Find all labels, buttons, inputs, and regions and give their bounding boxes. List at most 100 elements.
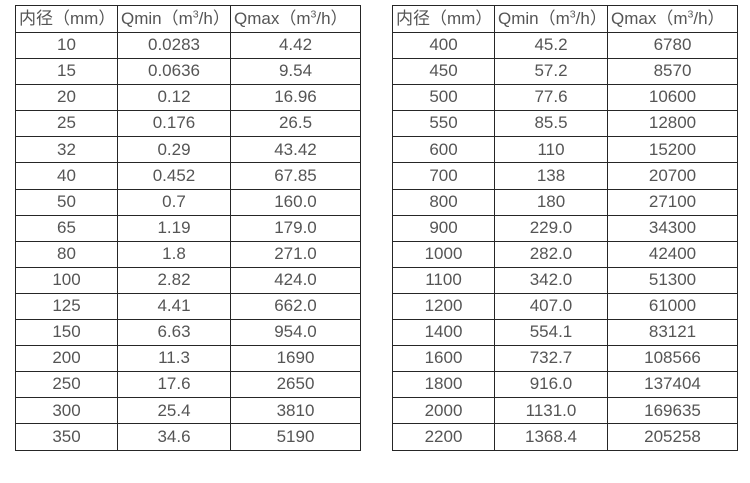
cell-qmin: 45.2 <box>494 31 608 60</box>
cell-inner-diameter: 700 <box>392 162 495 190</box>
cell-inner-diameter: 600 <box>392 136 495 164</box>
cell-qmin: 229.0 <box>494 214 608 242</box>
cell-inner-diameter: 32 <box>15 136 118 164</box>
cell-qmin: 4.41 <box>117 292 231 321</box>
table-header-row: 内径（mm） Qmin（m3/h） Qmax（m3/h） <box>15 5 361 33</box>
table-row: 700 138 20700 <box>392 162 738 190</box>
cell-qmin: 1.8 <box>117 240 231 268</box>
table-row: 250 17.6 2650 <box>15 371 361 399</box>
cell-qmax: 3810 <box>230 397 361 425</box>
cell-inner-diameter: 80 <box>15 240 118 268</box>
cell-qmin: 0.452 <box>117 162 231 190</box>
cell-inner-diameter: 50 <box>15 188 118 216</box>
cell-qmin: 916.0 <box>494 371 608 399</box>
table-row: 400 45.2 6780 <box>392 31 738 60</box>
cell-qmin: 0.0283 <box>117 31 231 60</box>
cell-qmin: 11.3 <box>117 345 231 373</box>
cell-qmax: 271.0 <box>230 240 361 268</box>
flow-table-small-diameter: 内径（mm） Qmin（m3/h） Qmax（m3/h） 10 0.0283 4.4… <box>15 5 361 451</box>
table-row: 25 0.176 26.5 <box>15 110 361 138</box>
cell-inner-diameter: 800 <box>392 188 495 216</box>
cell-qmax: 1690 <box>230 345 361 373</box>
cell-qmin: 1368.4 <box>494 423 608 451</box>
table-row: 450 57.2 8570 <box>392 58 738 86</box>
cell-inner-diameter: 65 <box>15 214 118 242</box>
col-header-qmax: Qmax（m3/h） <box>607 5 738 33</box>
cell-qmin: 6.63 <box>117 319 231 347</box>
table-header-row: 内径（mm） Qmin（m3/h） Qmax（m3/h） <box>392 5 738 33</box>
table-row: 350 34.6 5190 <box>15 423 361 451</box>
table-row: 550 85.5 12800 <box>392 110 738 138</box>
cell-qmin: 0.0636 <box>117 58 231 86</box>
cell-qmin: 17.6 <box>117 371 231 399</box>
cell-inner-diameter: 1400 <box>392 319 495 347</box>
cell-qmax: 12800 <box>607 110 738 138</box>
cell-qmax: 27100 <box>607 188 738 216</box>
cell-qmax: 662.0 <box>230 292 361 321</box>
table-row: 10 0.0283 4.42 <box>15 31 361 60</box>
cell-qmin: 110 <box>494 136 608 164</box>
cell-inner-diameter: 1800 <box>392 371 495 399</box>
cell-inner-diameter: 250 <box>15 371 118 399</box>
cell-inner-diameter: 1200 <box>392 292 495 321</box>
cell-qmin: 0.7 <box>117 188 231 216</box>
cell-qmax: 51300 <box>607 266 738 294</box>
table-row: 2200 1368.4 205258 <box>392 423 738 451</box>
cell-qmax: 205258 <box>607 423 738 451</box>
cell-qmax: 61000 <box>607 292 738 321</box>
cell-inner-diameter: 500 <box>392 84 495 112</box>
cell-qmax: 954.0 <box>230 319 361 347</box>
cell-inner-diameter: 100 <box>15 266 118 294</box>
table-row: 1800 916.0 137404 <box>392 371 738 399</box>
table-row: 1200 407.0 61000 <box>392 292 738 321</box>
col-header-qmin: Qmin（m3/h） <box>117 5 231 33</box>
table-row: 1600 732.7 108566 <box>392 345 738 373</box>
cell-inner-diameter: 2200 <box>392 423 495 451</box>
col-header-inner-diameter: 内径（mm） <box>392 5 495 33</box>
cell-inner-diameter: 450 <box>392 58 495 86</box>
table-row: 600 110 15200 <box>392 136 738 164</box>
cell-qmax: 169635 <box>607 397 738 425</box>
cell-qmax: 6780 <box>607 31 738 60</box>
col-header-qmax: Qmax（m3/h） <box>230 5 361 33</box>
cell-inner-diameter: 300 <box>15 397 118 425</box>
table-row: 800 180 27100 <box>392 188 738 216</box>
cell-inner-diameter: 40 <box>15 162 118 190</box>
cell-qmax: 67.85 <box>230 162 361 190</box>
cell-inner-diameter: 1000 <box>392 240 495 268</box>
cell-inner-diameter: 2000 <box>392 397 495 425</box>
cell-qmin: 282.0 <box>494 240 608 268</box>
table-row: 125 4.41 662.0 <box>15 292 361 321</box>
cell-qmin: 138 <box>494 162 608 190</box>
table-row: 20 0.12 16.96 <box>15 84 361 112</box>
cell-qmax: 16.96 <box>230 84 361 112</box>
table-row: 40 0.452 67.85 <box>15 162 361 190</box>
cell-qmin: 732.7 <box>494 345 608 373</box>
cell-qmax: 424.0 <box>230 266 361 294</box>
cell-qmax: 5190 <box>230 423 361 451</box>
cell-inner-diameter: 150 <box>15 319 118 347</box>
cell-qmin: 180 <box>494 188 608 216</box>
table-row: 1000 282.0 42400 <box>392 240 738 268</box>
cell-qmax: 137404 <box>607 371 738 399</box>
table-row: 100 2.82 424.0 <box>15 266 361 294</box>
table-row: 2000 1131.0 169635 <box>392 397 738 425</box>
table-row: 500 77.6 10600 <box>392 84 738 112</box>
table-row: 65 1.19 179.0 <box>15 214 361 242</box>
cell-inner-diameter: 10 <box>15 31 118 60</box>
cell-qmin: 1.19 <box>117 214 231 242</box>
cell-inner-diameter: 1100 <box>392 266 495 294</box>
cell-qmin: 554.1 <box>494 319 608 347</box>
cell-inner-diameter: 400 <box>392 31 495 60</box>
cell-qmax: 10600 <box>607 84 738 112</box>
cell-qmin: 407.0 <box>494 292 608 321</box>
table-row: 50 0.7 160.0 <box>15 188 361 216</box>
table-row: 150 6.63 954.0 <box>15 319 361 347</box>
col-header-qmin: Qmin（m3/h） <box>494 5 608 33</box>
cell-qmax: 15200 <box>607 136 738 164</box>
cell-qmin: 0.12 <box>117 84 231 112</box>
cell-inner-diameter: 25 <box>15 110 118 138</box>
cell-inner-diameter: 200 <box>15 345 118 373</box>
table-row: 1100 342.0 51300 <box>392 266 738 294</box>
cell-qmax: 108566 <box>607 345 738 373</box>
